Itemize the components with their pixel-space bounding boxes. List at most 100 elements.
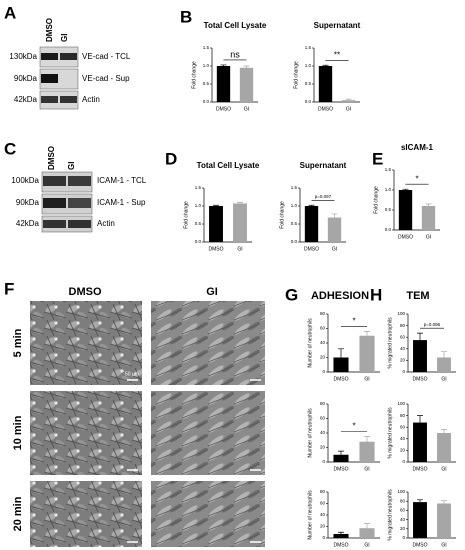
blot-band (68, 220, 91, 228)
row-label: 5 min (12, 328, 24, 357)
y-axis-label: Number of neutrophils (307, 318, 313, 368)
error-bar (345, 98, 352, 101)
y-axis-label: Fold change (293, 61, 299, 89)
blot-label: ICAM-1 - Sup (97, 198, 146, 207)
y-tick-label: 20 (320, 524, 326, 529)
micrograph (151, 481, 265, 547)
y-tick-label: 80 (320, 489, 326, 494)
bar (437, 503, 451, 538)
blot-band (41, 53, 58, 60)
blot-label: Actin (82, 95, 100, 104)
y-tick-label: 0.0 (195, 239, 202, 244)
panel-letter: C (4, 139, 16, 158)
x-tick-label: GI (364, 376, 369, 382)
y-tick-label: 1.0 (203, 63, 210, 68)
y-axis-label: Fold change (191, 61, 197, 89)
y-tick-label: 1.5 (195, 185, 202, 190)
y-tick-label: 40 (400, 346, 406, 351)
bar (233, 203, 247, 242)
bar (398, 190, 413, 230)
y-tick-label: 100 (397, 401, 405, 406)
x-tick-label: GI (364, 542, 369, 548)
x-tick-label: DMSO (413, 466, 428, 472)
bar (333, 533, 349, 538)
column-header: GI (206, 286, 218, 298)
y-tick-label: 40 (320, 512, 326, 517)
blot-band (43, 220, 66, 228)
y-tick-label: 80 (400, 498, 406, 503)
scale-label: 50 µm (125, 371, 139, 377)
lane-label: DMSO (47, 146, 56, 170)
bar (239, 67, 254, 102)
y-tick-label: 60 (320, 501, 326, 506)
x-tick-label: DMSO (334, 466, 349, 472)
micrograph (30, 391, 142, 475)
y-tick-label: 80 (320, 311, 326, 316)
x-tick-label: DMSO (413, 376, 428, 382)
y-tick-label: 20 (400, 358, 406, 363)
y-tick-label: 1.5 (385, 167, 392, 172)
bar-chart: sICAM-1 Fold change 0.0 0.5 1.0 1.5 DMSO GI * (373, 143, 440, 240)
bar-chart: Number of neutrophils 0 20 40 60 80 DMSO GI * (307, 401, 380, 472)
x-tick-label: DMSO (413, 542, 428, 548)
x-tick-label: GI (237, 246, 242, 252)
y-axis-label: Fold change (279, 201, 285, 229)
error-bar (402, 188, 409, 190)
y-tick-label: 20 (400, 448, 406, 453)
error-bar (220, 64, 227, 66)
blot-band (43, 198, 66, 208)
micrograph (30, 481, 142, 547)
x-tick-label: GI (364, 466, 369, 472)
micrograph (151, 301, 265, 385)
error-bar (441, 429, 447, 433)
y-tick-label: 1.5 (203, 45, 210, 50)
error-bar (425, 203, 432, 206)
blot-strip (39, 90, 79, 110)
y-axis-label: % migrated neutrophils (387, 317, 393, 369)
blot-band (43, 176, 66, 186)
bar (341, 100, 356, 102)
panel-letter: D (165, 149, 177, 168)
error-bar (338, 348, 344, 358)
micrograph-grid (30, 301, 265, 547)
x-tick-label: DMSO (216, 106, 231, 112)
y-tick-label: 60 (400, 508, 406, 513)
y-tick-label: 0.0 (203, 99, 210, 104)
error-bar (364, 331, 370, 336)
y-tick-label: 40 (400, 436, 406, 441)
y-tick-label: 0 (402, 369, 405, 374)
bar (209, 206, 223, 242)
panel-header: ADHESION (311, 290, 369, 302)
chart-title: Total Cell Lysate (204, 21, 267, 30)
bar (333, 357, 349, 372)
x-tick-label: GI (346, 106, 351, 112)
error-bar (417, 332, 423, 341)
column-header: DMSO (69, 286, 102, 298)
panel-letter: A (4, 3, 16, 22)
significance-label: ** (334, 50, 340, 59)
blot-band (68, 176, 91, 186)
kda-label: 42kDa (16, 219, 40, 228)
row-label: 20 min (12, 496, 24, 531)
error-bar (338, 450, 344, 455)
bar-chart: % migrated neutrophils 0 20 40 60 80 100 DMSO GI (387, 489, 456, 548)
y-tick-label: 0.0 (291, 239, 298, 244)
error-bar (237, 202, 243, 204)
blot-label: VE-cad - TCL (82, 52, 131, 61)
chart-title: sICAM-1 (401, 143, 434, 152)
y-tick-label: 40 (400, 517, 406, 522)
x-tick-label: GI (441, 466, 446, 472)
kda-label: 90kDa (16, 198, 40, 207)
y-tick-label: 0.5 (203, 81, 210, 86)
bar-chart: Number of neutrophils 0 20 40 60 80 DMSO GI * (307, 311, 380, 382)
error-bar (322, 64, 329, 66)
y-tick-label: 1.5 (305, 45, 312, 50)
x-tick-label: DMSO (304, 246, 319, 252)
micrograph (151, 391, 265, 475)
blot-band (60, 53, 77, 60)
bar (333, 454, 349, 462)
significance-label: p=0.096 (424, 322, 441, 327)
x-tick-label: GI (426, 234, 431, 240)
bar-chart: Total Cell Lysate Fold change 0.0 0.5 1.0 1.5… (183, 161, 260, 252)
y-tick-label: 40 (320, 340, 326, 345)
